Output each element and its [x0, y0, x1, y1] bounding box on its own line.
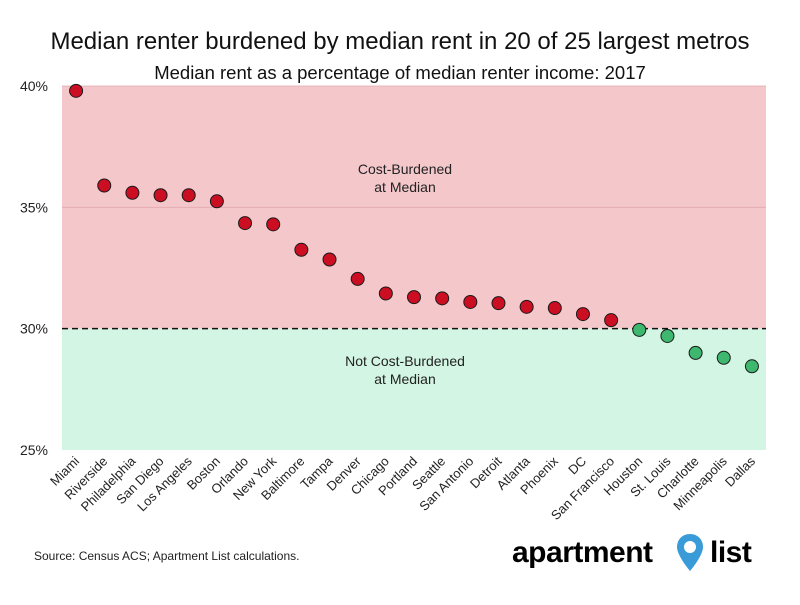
map-pin-icon — [677, 534, 703, 571]
logo-word-apartment: apartment — [512, 536, 653, 569]
data-point — [547, 301, 562, 316]
not-cost-burdened-label: Not Cost-Burdened at Median — [345, 353, 465, 387]
chart-title: Median renter burdened by median rent in… — [50, 28, 750, 55]
data-point — [716, 350, 731, 365]
data-point — [575, 307, 590, 322]
data-point — [350, 271, 365, 286]
logo-word-list: list — [710, 536, 752, 569]
data-point — [238, 216, 253, 231]
data-point — [125, 185, 140, 200]
data-point — [209, 194, 224, 209]
scatter-chart: 25% 30% 35% 40% Cost-Burdened at Median Not Co… — [20, 78, 766, 523]
data-point — [744, 359, 759, 374]
data-point — [407, 290, 421, 305]
y-tick-label: 35% — [20, 199, 48, 215]
data-point — [97, 178, 112, 193]
data-point — [378, 286, 393, 301]
data-point — [604, 313, 619, 328]
chart-subtitle: Median rent as a percentage of median re… — [154, 62, 646, 83]
data-point — [153, 188, 168, 203]
source-note: Source: Census ACS; Apartment List calcu… — [34, 549, 300, 563]
data-point — [181, 188, 196, 203]
data-point — [294, 242, 309, 257]
cost-burdened-label: Cost-Burdened at Median — [358, 161, 452, 195]
y-tick-label: 30% — [20, 321, 48, 337]
data-point — [632, 322, 647, 337]
data-point — [660, 328, 675, 343]
data-point — [322, 252, 337, 267]
not-cost-burdened-region — [62, 328, 766, 450]
x-tick-label: Dallas — [722, 453, 759, 490]
y-tick-label: 25% — [20, 442, 48, 458]
data-point — [688, 345, 703, 360]
data-point — [519, 299, 534, 314]
data-point — [463, 294, 478, 309]
data-point — [266, 217, 281, 232]
y-tick-label: 40% — [20, 78, 48, 94]
data-point — [491, 296, 506, 311]
data-point — [69, 83, 84, 98]
apartment-list-logo: apartment list — [512, 533, 772, 573]
data-point — [435, 291, 450, 306]
